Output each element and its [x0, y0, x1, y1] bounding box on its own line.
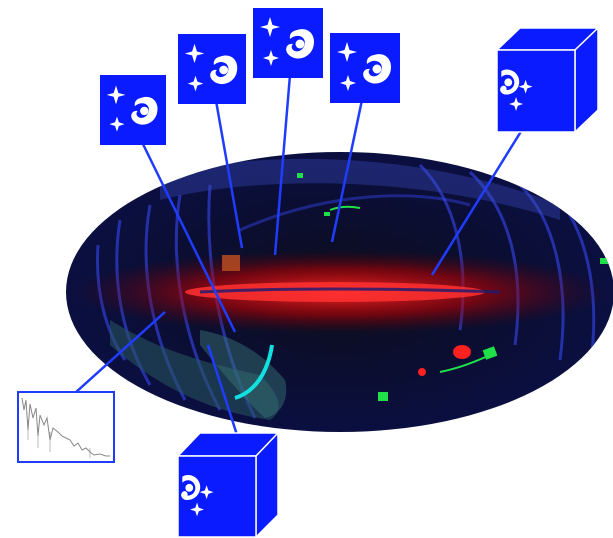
- survey-footprint-lobe: [200, 330, 287, 418]
- galactic-plane-core: [185, 282, 485, 302]
- flat-icon-tile-1: [100, 75, 166, 145]
- galactic-dust-lane: [199, 287, 501, 294]
- survey-footprint-left: [110, 320, 279, 420]
- survey-curve-right: [439, 351, 497, 373]
- sky-map: [66, 152, 613, 432]
- spectrum-plot-icon: [21, 397, 110, 458]
- spectrum-panel: [17, 391, 115, 463]
- survey-footprint-top: [160, 158, 560, 220]
- flat-icon-tile-3: [253, 8, 323, 78]
- cyan-stream: [234, 344, 274, 400]
- connector-lines: [74, 74, 527, 439]
- flat-icon-tile-4: [330, 33, 400, 103]
- cube-icon-tile-bottom: [176, 431, 280, 538]
- flat-icon-tile-2: [178, 34, 246, 104]
- red-regions: [222, 255, 471, 376]
- cube-icon-tile-top-right: [495, 26, 600, 134]
